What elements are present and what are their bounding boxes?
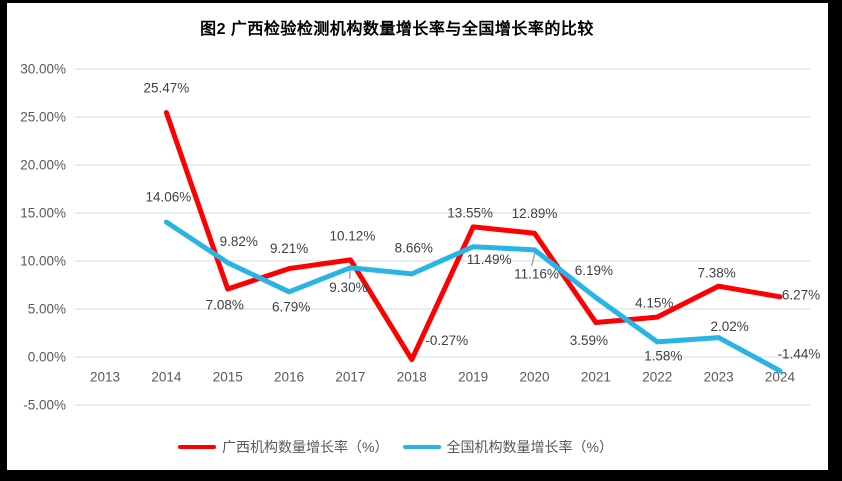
x-axis-tick-label: 2021 [581,370,611,385]
data-label-leader-line [530,252,536,267]
x-axis-tick-label: 2015 [213,370,243,385]
data-label: 9.21% [270,241,308,256]
data-label: 9.30% [329,280,367,295]
x-axis-tick-label: 2018 [397,370,427,385]
chart-legend: 广西机构数量增长率（%） 全国机构数量增长率（%） [0,437,806,457]
data-label: 14.06% [145,190,191,205]
legend-label-guangxi: 广西机构数量增长率（%） [222,439,389,455]
data-label: 8.66% [395,240,433,255]
chart-title: 图2 广西检验检测机构数量增长率与全国增长率的比较 [200,21,594,38]
x-axis-tick-label: 2017 [335,370,365,385]
data-label-leader-line [348,268,352,280]
x-axis-tick-label: 2020 [519,370,549,385]
y-axis-tick-label: 30.00% [20,62,66,77]
x-axis-tick-label: 2013 [90,370,120,385]
data-label: 3.59% [570,333,608,348]
data-label: 25.47% [143,80,189,95]
data-label: 13.55% [447,205,493,220]
data-label: -0.27% [425,333,468,348]
data-label: 7.38% [697,266,735,281]
data-label: 6.27% [782,287,820,302]
legend-label-national: 全国机构数量增长率（%） [446,439,613,455]
x-axis-tick-label: 2022 [642,370,672,385]
data-label: 4.15% [635,296,673,311]
data-label: -1.44% [778,346,821,361]
y-axis-tick-label: 25.00% [20,110,66,125]
series-line-guangxi [163,109,783,363]
data-label: 9.82% [220,234,258,249]
x-axis-tick-label: 2014 [151,370,182,385]
y-axis-tick-label: 10.00% [20,254,66,269]
y-axis-tick-label: -5.00% [23,398,66,413]
data-label: 2.02% [710,319,748,334]
y-axis-tick-label: 20.00% [20,158,66,173]
x-axis-tick-label: 2016 [274,370,304,385]
x-axis-tick-label: 2023 [704,370,734,385]
data-label: 6.19% [575,263,613,278]
data-label: 7.08% [206,298,244,313]
data-label: 1.58% [644,348,682,363]
y-axis-tick-label: 0.00% [28,350,66,365]
chart-canvas: 图2 广西检验检测机构数量增长率与全国增长率的比较 30.00% 25.00% 20… [7,3,828,470]
series-line-national [163,219,783,374]
data-label: 10.12% [330,228,376,243]
x-axis-tick-label: 2024 [765,370,796,385]
legend-item-national: 全国机构数量增长率（%） [402,437,613,457]
data-label: 11.49% [467,252,512,267]
data-label: 6.79% [272,299,310,314]
guangxi-line-swatch-icon [178,445,217,449]
legend-item-guangxi: 广西机构数量增长率（%） [178,437,389,457]
data-label: 12.89% [512,206,558,221]
data-label: 11.16% [514,266,559,281]
national-line-swatch-icon [402,445,441,449]
x-axis-tick-label: 2019 [458,370,488,385]
y-axis-tick-label: 15.00% [20,206,66,221]
y-axis-tick-label: 5.00% [28,302,66,317]
